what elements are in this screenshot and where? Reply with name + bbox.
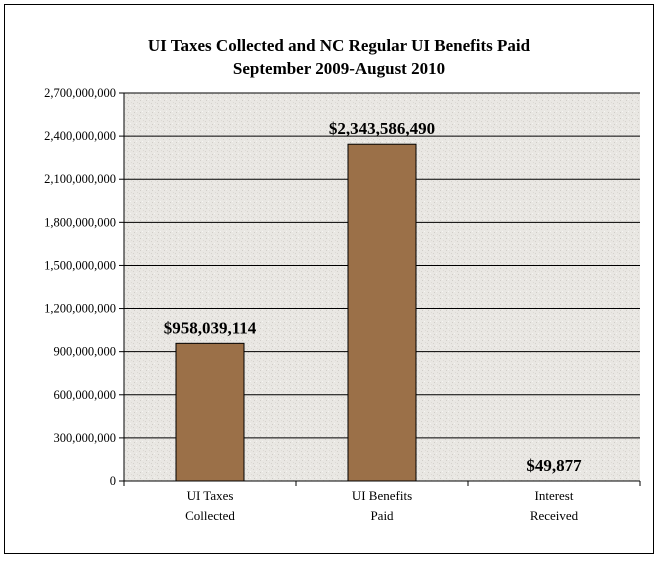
y-tick-label: 0: [110, 474, 116, 488]
chart-title: UI Taxes Collected and NC Regular UI Ben…: [148, 36, 531, 55]
y-tick-label: 2,100,000,000: [44, 172, 116, 186]
y-tick-label: 2,400,000,000: [44, 129, 116, 143]
x-category-label: Received: [530, 508, 579, 523]
y-tick-label: 600,000,000: [54, 388, 117, 402]
y-tick-label: 1,800,000,000: [44, 215, 116, 229]
y-tick-label: 900,000,000: [54, 345, 117, 359]
x-category-label: UI Benefits: [352, 488, 412, 503]
chart-subtitle: September 2009-August 2010: [233, 59, 445, 78]
y-tick-label: 1,200,000,000: [44, 302, 116, 316]
x-category-label: Collected: [185, 508, 235, 523]
x-category-label: Paid: [370, 508, 394, 523]
x-category-label: Interest: [535, 488, 574, 503]
bar: [347, 143, 417, 482]
bar: [175, 342, 245, 482]
data-label: $958,039,114: [164, 318, 257, 337]
x-category-label: UI Taxes: [187, 488, 234, 503]
data-label: $2,343,586,490: [329, 119, 435, 138]
y-tick-label: 1,500,000,000: [44, 258, 116, 272]
y-tick-label: 2,700,000,000: [44, 86, 116, 100]
y-tick-label: 300,000,000: [54, 431, 117, 445]
data-label: $49,877: [526, 456, 582, 475]
